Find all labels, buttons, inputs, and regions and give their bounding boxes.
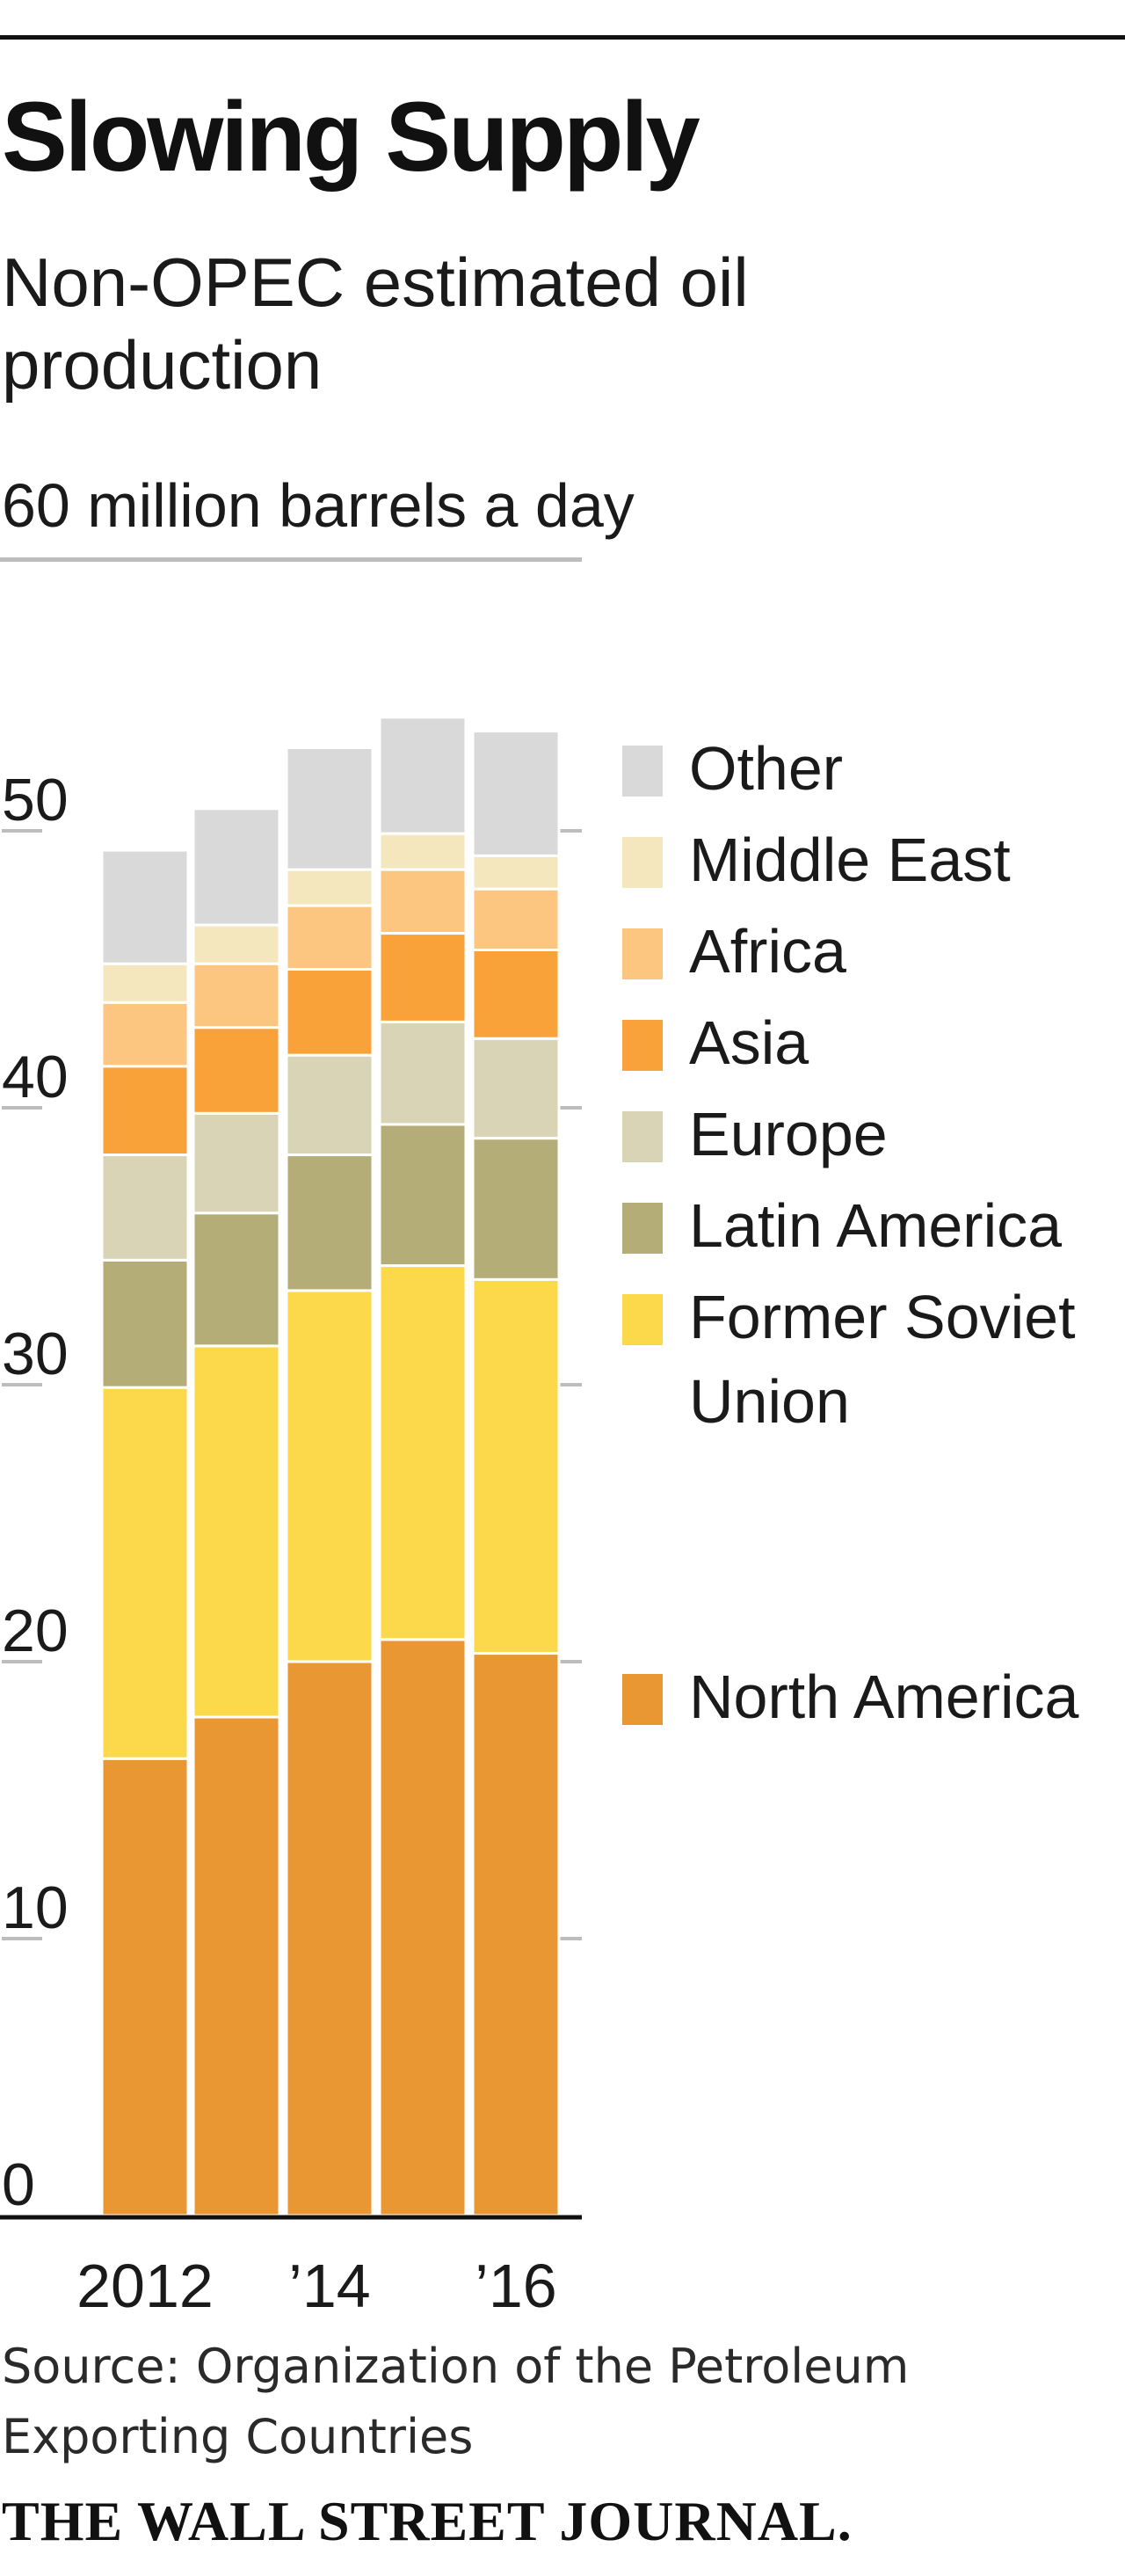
bar-segment-north-america-2014 (285, 1660, 374, 2217)
bar-segment-former-soviet-union-2014 (285, 1289, 374, 1663)
bar-segment-other-2014 (285, 746, 374, 871)
bar-segment-former-soviet-union-2013 (192, 1344, 281, 1719)
chart-subtitle: Non-OPEC estimated oil production (2, 244, 749, 404)
bar-segment-other-2015 (378, 716, 468, 835)
bar-segment-europe-2012 (100, 1153, 190, 1262)
bar-segment-africa-2013 (192, 962, 281, 1030)
chart-title: Slowing Supply (2, 82, 700, 192)
bar-segment-africa-2014 (285, 904, 374, 971)
bar-segment-latin-america-2014 (285, 1153, 374, 1292)
bar-segment-europe-2013 (192, 1111, 281, 1215)
bar-segment-asia-2014 (285, 968, 374, 1057)
bar-segment-north-america-2016 (471, 1652, 561, 2217)
bar-segment-asia-2013 (192, 1026, 281, 1115)
bar-segment-north-america-2015 (378, 1638, 468, 2217)
y-tick-label: 50 (2, 767, 69, 833)
bar-segment-former-soviet-union-2015 (378, 1264, 468, 1641)
bar-segment-europe-2014 (285, 1053, 374, 1157)
bar-segment-middle-east-2013 (192, 923, 281, 965)
bar-segment-north-america-2012 (100, 1757, 190, 2217)
x-tick-label: ’16 (475, 2252, 556, 2320)
bar-segment-latin-america-2015 (378, 1123, 468, 1268)
y-tick-label: 30 (2, 1321, 69, 1387)
x-tick-label: 2012 (76, 2252, 214, 2320)
bar-segment-former-soviet-union-2016 (471, 1277, 561, 1655)
bar-segment-asia-2015 (378, 932, 468, 1023)
bar-segment-latin-america-2012 (100, 1258, 190, 1389)
bar-segment-former-soviet-union-2012 (100, 1386, 190, 1760)
bar-segment-europe-2016 (471, 1037, 561, 1140)
source-note: Source: Organization of the Petroleum Ex… (2, 2339, 910, 2464)
y-tick-label: 0 (2, 2151, 35, 2218)
x-tick-label: ’14 (288, 2252, 370, 2320)
y-tick-label: 20 (2, 1597, 69, 1664)
publisher-logo: THE WALL STREET JOURNAL. (2, 2490, 853, 2552)
bar-segment-asia-2016 (471, 948, 561, 1040)
top-rule (0, 35, 1125, 40)
bar-segment-middle-east-2016 (471, 854, 561, 891)
bar-segment-africa-2012 (100, 1001, 190, 1068)
bar-segment-other-2016 (471, 730, 561, 857)
y-axis-unit-label: 60 million barrels a day (2, 471, 635, 540)
bar-segment-africa-2016 (471, 887, 561, 951)
bar-segment-north-america-2013 (192, 1715, 281, 2217)
bar-segment-asia-2012 (100, 1065, 190, 1157)
bar-segment-other-2012 (100, 848, 190, 965)
bar-segment-europe-2015 (378, 1020, 468, 1126)
bar-segment-other-2013 (192, 807, 281, 927)
bar-segment-middle-east-2014 (285, 868, 374, 907)
bar-segment-middle-east-2012 (100, 962, 190, 1004)
bar-segment-middle-east-2015 (378, 832, 468, 871)
bar-segment-africa-2015 (378, 868, 468, 935)
y-tick-label: 40 (2, 1044, 69, 1110)
y-tick-label: 10 (2, 1874, 69, 1941)
bar-segment-latin-america-2016 (471, 1137, 561, 1281)
bar-segment-latin-america-2013 (192, 1212, 281, 1348)
unit-rule (0, 557, 582, 562)
